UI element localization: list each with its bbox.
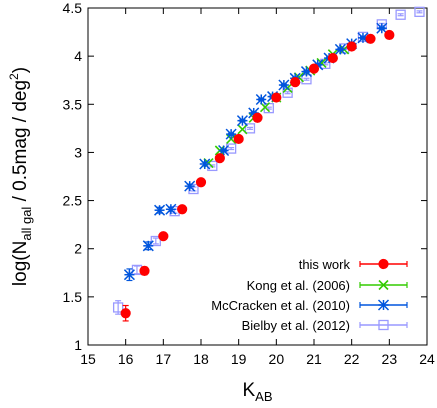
data-point <box>158 231 169 242</box>
y-tick-label: 2 <box>74 241 82 257</box>
data-point <box>123 269 135 281</box>
x-tick-label: 23 <box>382 351 398 367</box>
data-point <box>237 124 248 135</box>
data-point <box>165 203 177 215</box>
data-point <box>142 240 154 252</box>
data-point <box>233 133 244 145</box>
x-axis: 15 16 17 18 19 20 21 22 23 24 <box>80 8 435 367</box>
series-3 <box>112 6 425 315</box>
data-point <box>376 22 388 34</box>
legend-item-1: Kong et al. (2006) <box>247 278 408 293</box>
legend-marker <box>377 299 390 311</box>
y-tick-label: 1 <box>74 337 82 353</box>
data-point <box>244 123 256 134</box>
data-point <box>199 158 211 170</box>
data-point <box>214 153 225 164</box>
x-tick-label: 19 <box>231 351 247 367</box>
data-point <box>207 160 218 172</box>
y-tick-label: 2.5 <box>63 193 83 209</box>
y-axis-title-subscript: all gal <box>19 207 34 241</box>
x-tick-label: 16 <box>118 351 134 367</box>
plot-area <box>87 7 428 346</box>
data-point <box>195 177 207 188</box>
data-point <box>177 204 188 215</box>
y-axis: 1 1.5 2 2.5 3 3.5 4 4.5 <box>63 0 427 353</box>
x-tick-label: 24 <box>419 351 435 367</box>
legend-label: Bielby et al. (2012) <box>242 318 350 333</box>
data-point <box>184 180 196 192</box>
data-point <box>346 41 357 52</box>
x-axis-title-main: K <box>242 380 255 401</box>
marker-stroke <box>378 279 389 291</box>
legend-item-2: McCracken et al. (2010) <box>211 298 408 313</box>
data-point <box>334 43 346 55</box>
data-point <box>252 112 263 123</box>
data-point <box>327 52 338 64</box>
x-tick-label: 17 <box>156 351 172 367</box>
data-point <box>278 79 290 91</box>
data-point <box>120 308 131 319</box>
data-point <box>259 102 271 113</box>
y-tick-label: 4 <box>74 48 82 64</box>
data-point <box>290 77 301 88</box>
x-tick-label: 22 <box>344 351 360 367</box>
x-tick-label: 15 <box>80 351 96 367</box>
plot-frame <box>87 7 428 346</box>
legend-item-0: this work <box>299 257 408 272</box>
x-tick-label: 20 <box>269 351 285 367</box>
data-point <box>414 6 425 18</box>
y-tick-label: 4.5 <box>63 0 83 16</box>
legend-label: McCracken et al. (2010) <box>211 298 350 313</box>
marker-stroke <box>237 124 248 135</box>
legend-marker <box>378 258 389 270</box>
data-point <box>308 63 320 74</box>
y-tick-label: 3.5 <box>63 96 83 112</box>
data-point <box>236 115 248 127</box>
x-axis-title: KAB <box>242 380 272 404</box>
x-axis-title-subscript: AB <box>255 389 272 404</box>
legend-marker <box>378 279 389 291</box>
x-tick-label: 18 <box>193 351 209 367</box>
series-0 <box>120 29 395 322</box>
data-point <box>225 143 237 154</box>
series-layer <box>112 6 425 322</box>
legend-label: this work <box>299 257 351 272</box>
y-axis-title-superscript: 2 <box>7 73 21 80</box>
y-axis-title: log(Nall gal / 0.5mag / deg2) <box>7 67 34 286</box>
marker-stroke <box>259 102 271 113</box>
legend-label: Kong et al. (2006) <box>247 278 350 293</box>
data-point <box>154 204 166 216</box>
y-axis-title-post: ) <box>10 67 31 73</box>
legend: this work Kong et al. (2006) McCracken et … <box>211 257 408 333</box>
y-tick-label: 1.5 <box>63 289 83 305</box>
data-point <box>150 235 161 247</box>
legend-item-3: Bielby et al. (2012) <box>242 318 408 333</box>
data-point <box>395 9 406 20</box>
data-point <box>271 92 282 103</box>
y-axis-title-pre: log(N <box>10 241 31 286</box>
data-point <box>384 29 395 41</box>
legend-marker <box>378 319 389 331</box>
series-2 <box>123 22 388 282</box>
x-tick-label: 21 <box>306 351 322 367</box>
y-axis-title-mid: / 0.5mag / deg <box>10 80 31 207</box>
data-point <box>255 93 267 106</box>
data-point <box>112 302 124 313</box>
data-point <box>139 265 150 276</box>
data-point <box>365 33 376 44</box>
y-tick-label: 3 <box>74 144 82 160</box>
